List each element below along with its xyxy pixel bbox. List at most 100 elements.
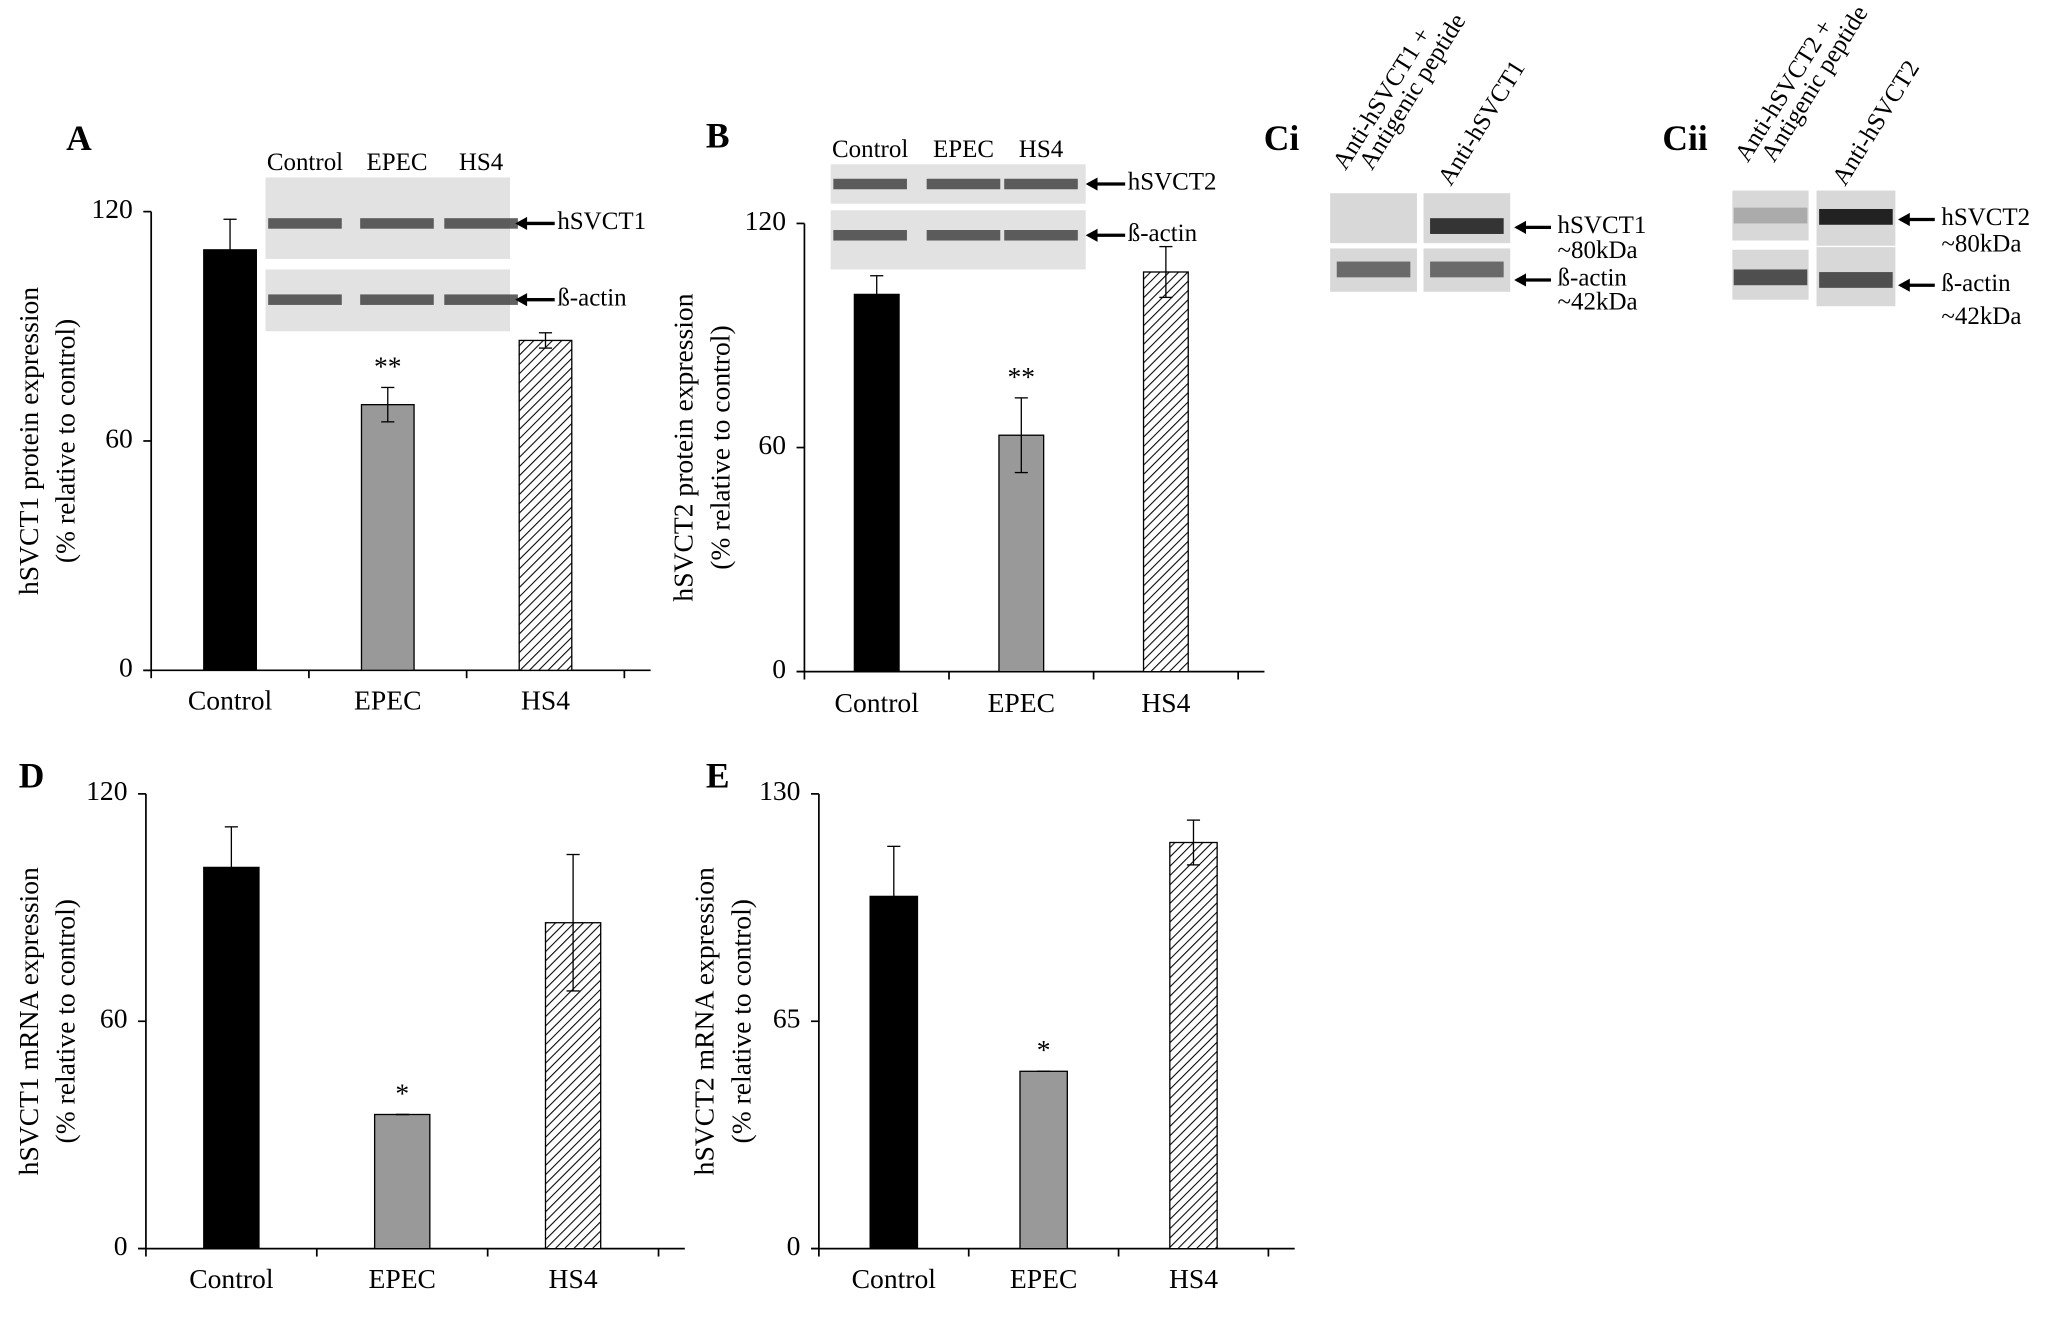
error-bar <box>381 386 395 423</box>
x-tick-label: EPEC <box>1010 1263 1077 1294</box>
band-size: ~42kDa <box>1941 303 2021 330</box>
y-tick-label: 120 <box>91 193 132 224</box>
bar <box>360 403 415 671</box>
lane-label: EPEC <box>933 136 994 163</box>
error-bar <box>1186 819 1201 866</box>
bar <box>203 866 260 1250</box>
panel-label: B <box>706 115 730 155</box>
y-tick-label: 120 <box>745 205 786 236</box>
blot-band <box>926 178 1001 190</box>
y-tick-label: 0 <box>119 652 133 683</box>
panel-label: D <box>19 756 45 796</box>
x-tick-label: HS4 <box>1169 1263 1218 1294</box>
error-bar <box>870 275 884 314</box>
band-label: ß-actin <box>1128 220 1198 247</box>
bar <box>853 293 900 673</box>
blot-band <box>1004 178 1078 190</box>
arrowhead <box>1085 177 1098 191</box>
bar <box>869 895 919 1250</box>
significance: ** <box>1008 361 1036 392</box>
blot-band <box>360 294 434 305</box>
y-tick-label: 65 <box>773 1003 801 1034</box>
x-tick-label: Control <box>188 685 273 716</box>
bar <box>373 1113 431 1250</box>
band-label: hSVCT2 <box>1128 169 1217 196</box>
band-size: ~80kDa <box>1941 231 2021 258</box>
blot-band <box>1819 208 1893 225</box>
bar <box>203 249 257 671</box>
blot-band <box>1336 261 1411 278</box>
lane-label: HS4 <box>1019 136 1064 163</box>
blot-band <box>1430 218 1504 234</box>
panel-label: Ci <box>1264 118 1300 158</box>
blot-band <box>268 294 342 305</box>
blot-band <box>1430 261 1504 278</box>
y-axis-label: (% relative to control) <box>704 325 735 569</box>
band-label: ß-actin <box>557 284 627 311</box>
blot-band <box>926 230 1001 241</box>
bar <box>518 339 573 671</box>
blot-band <box>268 218 342 229</box>
lane-label: Control <box>832 136 908 163</box>
x-tick-label: Control <box>852 1263 937 1294</box>
arrowhead <box>1514 220 1527 234</box>
blot-band <box>833 230 907 241</box>
blot-band <box>444 294 518 305</box>
blot <box>1330 193 1417 244</box>
lane-label: EPEC <box>366 149 427 176</box>
bar <box>1169 841 1218 1250</box>
y-axis-label: hSVCT1 mRNA expression <box>13 867 44 1175</box>
error-bar <box>566 853 580 992</box>
x-tick-label: EPEC <box>354 685 421 716</box>
panel-label: A <box>66 118 92 158</box>
y-tick-label: 0 <box>787 1230 801 1261</box>
arrowhead <box>515 216 528 231</box>
lane-label: Anti-hSVCT2 <box>1827 56 1925 190</box>
blot-band <box>360 218 434 229</box>
error-bar <box>223 218 237 282</box>
band-size: ~80kDa <box>1558 237 1638 264</box>
y-tick-label: 0 <box>114 1230 128 1261</box>
error-bar <box>1159 245 1173 299</box>
band-label: hSVCT1 <box>557 208 646 235</box>
error-bar <box>887 845 901 948</box>
x-tick-label: Control <box>189 1263 274 1294</box>
y-axis-label: (% relative to control) <box>725 899 756 1143</box>
arrowhead <box>515 293 528 307</box>
y-tick-label: 120 <box>86 775 127 806</box>
y-axis-label: (% relative to control) <box>50 319 81 563</box>
x-tick-label: Control <box>835 687 920 718</box>
x-tick-label: HS4 <box>549 1263 598 1294</box>
x-tick-label: EPEC <box>368 1263 435 1294</box>
y-tick-label: 0 <box>772 653 786 684</box>
y-tick-label: 60 <box>100 1003 128 1034</box>
error-bar <box>224 826 238 909</box>
x-tick-label: EPEC <box>988 687 1055 718</box>
band-label: hSVCT2 <box>1941 204 2030 231</box>
blot-band <box>1733 269 1808 286</box>
arrowhead <box>1514 273 1527 287</box>
y-axis-label: hSVCT2 mRNA expression <box>688 867 719 1175</box>
blot-band <box>444 218 518 229</box>
band-label: ß-actin <box>1941 270 2011 297</box>
y-axis-label: hSVCT2 protein expression <box>667 293 698 601</box>
band-label: ß-actin <box>1558 265 1628 292</box>
y-tick-label: 60 <box>758 429 786 460</box>
panel-label: E <box>706 756 730 796</box>
significance: ** <box>374 350 402 381</box>
significance: * <box>1037 1034 1051 1065</box>
arrowhead <box>1897 278 1910 292</box>
bar <box>1019 1070 1068 1250</box>
panel-label: Cii <box>1662 118 1707 158</box>
blot-band <box>833 178 907 190</box>
band-label: hSVCT1 <box>1558 212 1647 239</box>
band-size: ~42kDa <box>1558 288 1638 315</box>
blot-band <box>1733 207 1808 224</box>
y-axis-label: hSVCT1 protein expression <box>13 287 44 595</box>
arrowhead <box>1897 212 1910 227</box>
blot-band <box>1819 272 1893 288</box>
bar <box>998 434 1045 673</box>
significance: * <box>395 1077 409 1108</box>
y-tick-label: 130 <box>759 775 800 806</box>
blot-band <box>1004 230 1078 241</box>
